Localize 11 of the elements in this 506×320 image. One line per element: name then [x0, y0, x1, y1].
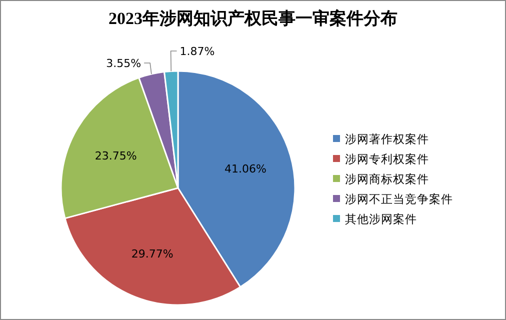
legend-label: 涉网不正当竞争案件	[345, 192, 453, 206]
data-label: 1.87%	[180, 45, 215, 58]
legend-label: 涉网商标权案件	[345, 172, 429, 186]
legend-label: 涉网专利权案件	[345, 152, 429, 166]
data-label: 23.75%	[94, 149, 137, 162]
data-label: 41.06%	[224, 162, 266, 176]
legend-label: 其他涉网案件	[345, 212, 417, 226]
chart-title: 2023年涉网知识产权民事一审案件分布	[108, 8, 398, 28]
data-label: 3.55%	[106, 57, 142, 70]
legend-label: 涉网著作权案件	[345, 132, 429, 146]
data-label: 29.77%	[131, 247, 174, 260]
